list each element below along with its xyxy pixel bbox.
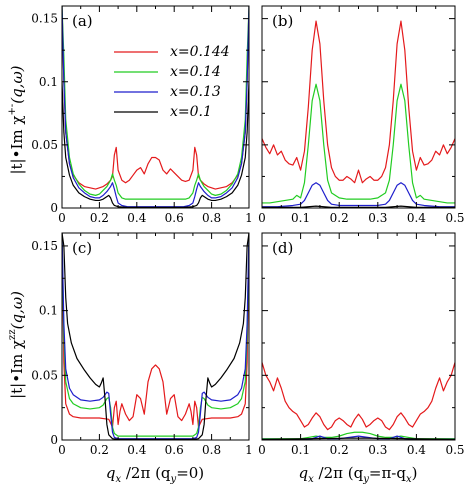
x-tick-label: 0.5	[445, 443, 464, 457]
x-tick-label: 0.6	[165, 443, 184, 457]
y-tick-label: 0.05	[31, 368, 58, 382]
panel-label: (d)	[272, 239, 293, 257]
x-tick-label: 0.5	[445, 211, 464, 225]
panel-label: (a)	[72, 12, 93, 30]
series-group	[262, 20, 455, 208]
xlabel-left: qx /2π (qy=0)	[106, 464, 204, 485]
y-tick-label: 0.15	[31, 12, 58, 26]
x-tick-label: 0.6	[165, 211, 184, 225]
panels: 0 0.2 0.4 0.6 0.8 100.050.10.15 (a)x=0.144x=0.…	[31, 5, 465, 457]
x-tick-label: 0.2	[90, 211, 109, 225]
x-tick-label: 0.2	[330, 443, 349, 457]
y-tick-label: 0.05	[31, 138, 58, 152]
x-tick-label: 0.8	[202, 443, 221, 457]
legend-entry: x=0.144	[170, 44, 230, 60]
x-tick-label: 0.1	[291, 443, 310, 457]
x-tick-label: 1	[245, 443, 253, 457]
x-tick-label: 0.3	[368, 211, 387, 225]
series-group	[62, 6, 249, 208]
series-line-2	[262, 83, 455, 204]
y-tick-label: 0.1	[39, 304, 58, 318]
series-line-1	[62, 233, 249, 428]
x-tick-label: 1	[245, 211, 253, 225]
y-tick-label: 0	[50, 433, 58, 447]
panel-c: 0 0.2 0.4 0.6 0.8 1 0 0.05 0.1 0.15 (c)	[31, 232, 253, 457]
xlabel-right: qx /2π (qy=π-qx)	[299, 464, 418, 485]
series-group	[62, 233, 249, 440]
series-line-4	[62, 81, 249, 208]
series-line-2	[62, 233, 249, 437]
series-line-3	[62, 233, 249, 440]
panel-b: 0 0.1 0.2 0.3 0.4 0.5 (b)	[258, 5, 465, 225]
plot-frame	[61, 5, 250, 209]
series-group	[262, 362, 455, 440]
x-tick-label: 0.2	[330, 211, 349, 225]
y-tick-label: 0	[50, 201, 58, 215]
x-tick-label: 0.2	[90, 443, 109, 457]
series-line-1	[262, 362, 455, 431]
legend-entry: x=0.14	[170, 64, 221, 80]
series-line-3	[62, 6, 249, 208]
panel-label: (c)	[72, 239, 92, 257]
panel-a: 0 0.2 0.4 0.6 0.8 100.050.10.15 (a)x=0.144x=0.…	[31, 5, 253, 225]
x-tick-label: 0.4	[127, 211, 146, 225]
x-tick-label: 0.3	[368, 443, 387, 457]
x-tick-label: 0.4	[127, 443, 146, 457]
series-line-2	[262, 431, 455, 440]
legend: x=0.144 x=0.14 x=0.13 x=0.1	[114, 44, 230, 120]
series-line-1	[262, 20, 455, 184]
x-tick-label: 0.4	[407, 443, 426, 457]
ylabel-top: |t|•Im χ+-(q,ω)	[7, 65, 26, 174]
x-tick-label: 0	[58, 443, 66, 457]
plot-frame	[261, 5, 456, 209]
legend-entry: x=0.1	[170, 104, 212, 120]
x-tick-label: 0	[258, 211, 266, 225]
series-line-2	[62, 6, 249, 200]
x-tick-label: 0	[58, 211, 66, 225]
ylabel-bottom: |t|•Im χzz(q,ω)	[7, 291, 26, 399]
legend-entry: x=0.13	[170, 84, 221, 100]
x-tick-label: 0.1	[291, 211, 310, 225]
x-tick-label: 0	[258, 443, 266, 457]
series-line-1	[62, 6, 249, 190]
series-line-3	[262, 182, 455, 208]
panel-d: 0 0.1 0.2 0.3 0.4 0.5 (d)	[258, 232, 465, 457]
x-tick-label: 0.8	[202, 211, 221, 225]
y-tick-label: 0.15	[31, 239, 58, 253]
panel-label: (b)	[272, 12, 293, 30]
y-tick-label: 0.1	[39, 75, 58, 89]
x-tick-label: 0.4	[407, 211, 426, 225]
